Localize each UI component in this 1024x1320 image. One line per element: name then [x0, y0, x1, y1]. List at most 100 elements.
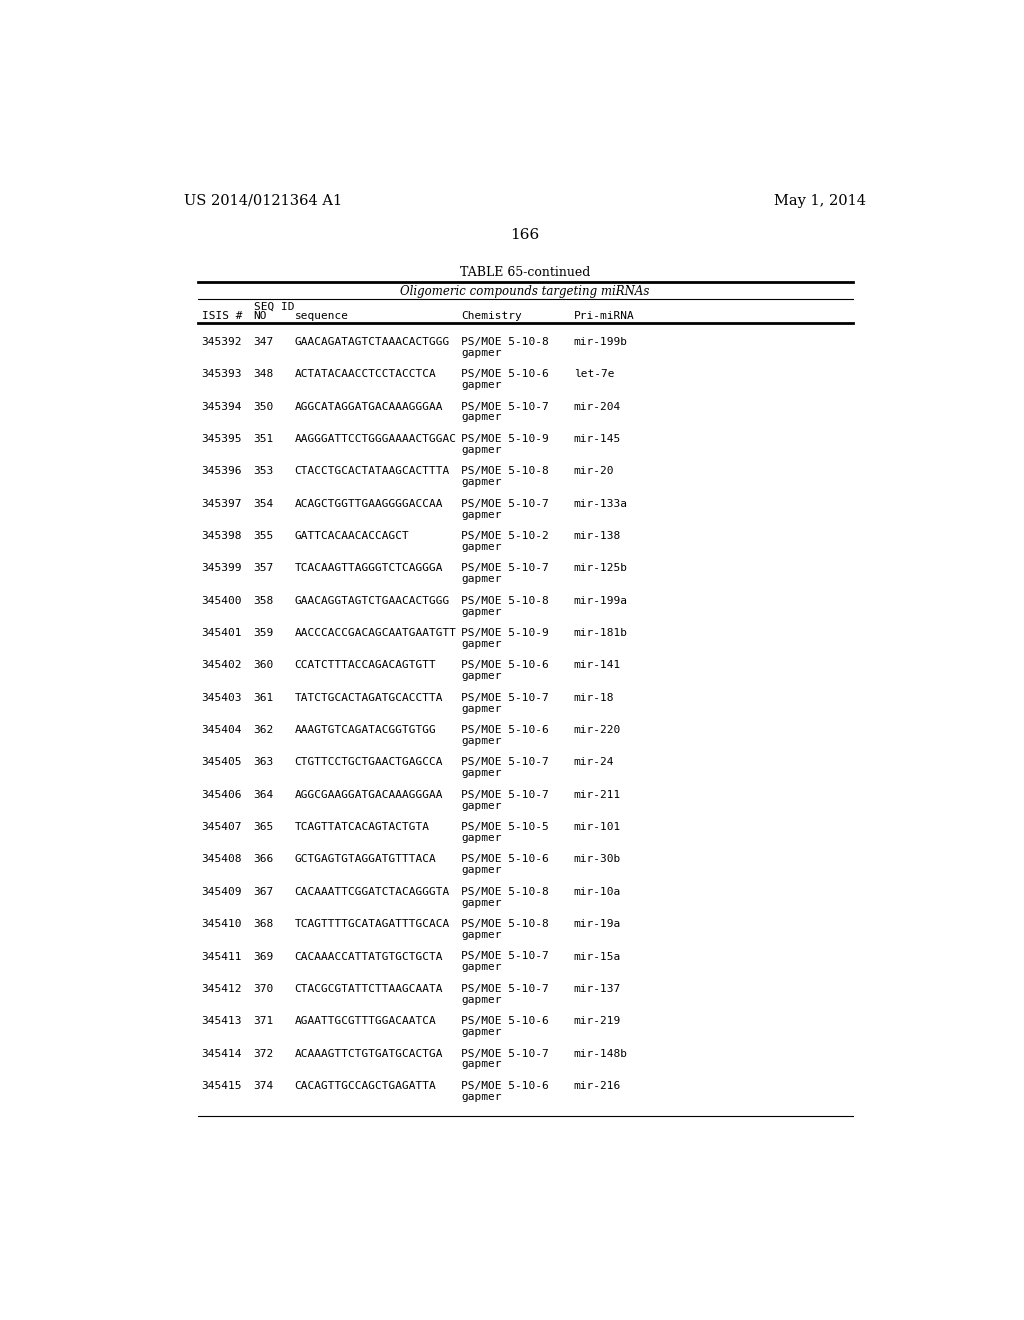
Text: CACAAATTCGGATCTACAGGGTA: CACAAATTCGGATCTACAGGGTA — [295, 887, 450, 896]
Text: PS/MOE 5-10-7: PS/MOE 5-10-7 — [461, 758, 549, 767]
Text: gapmer: gapmer — [461, 1027, 502, 1038]
Text: NO: NO — [254, 312, 267, 321]
Text: AAAGTGTCAGATACGGTGTGG: AAAGTGTCAGATACGGTGTGG — [295, 725, 436, 735]
Text: 361: 361 — [254, 693, 273, 702]
Text: gapmer: gapmer — [461, 704, 502, 714]
Text: TABLE 65-continued: TABLE 65-continued — [460, 265, 590, 279]
Text: gapmer: gapmer — [461, 671, 502, 681]
Text: PS/MOE 5-10-8: PS/MOE 5-10-8 — [461, 337, 549, 347]
Text: gapmer: gapmer — [461, 1092, 502, 1102]
Text: 345398: 345398 — [202, 531, 242, 541]
Text: mir-138: mir-138 — [573, 531, 621, 541]
Text: 345408: 345408 — [202, 854, 242, 865]
Text: mir-145: mir-145 — [573, 434, 621, 444]
Text: PS/MOE 5-10-6: PS/MOE 5-10-6 — [461, 370, 549, 379]
Text: PS/MOE 5-10-8: PS/MOE 5-10-8 — [461, 466, 549, 477]
Text: gapmer: gapmer — [461, 833, 502, 843]
Text: AGAATTGCGTTTGGACAATCA: AGAATTGCGTTTGGACAATCA — [295, 1016, 436, 1026]
Text: ACTATACAACCTCCTACCTCA: ACTATACAACCTCCTACCTCA — [295, 370, 436, 379]
Text: 362: 362 — [254, 725, 273, 735]
Text: May 1, 2014: May 1, 2014 — [774, 194, 866, 207]
Text: gapmer: gapmer — [461, 607, 502, 616]
Text: CACAGTTGCCAGCTGAGATTA: CACAGTTGCCAGCTGAGATTA — [295, 1081, 436, 1090]
Text: AGGCGAAGGATGACAAAGGGAA: AGGCGAAGGATGACAAAGGGAA — [295, 789, 443, 800]
Text: gapmer: gapmer — [461, 898, 502, 908]
Text: mir-125b: mir-125b — [573, 564, 628, 573]
Text: mir-204: mir-204 — [573, 401, 621, 412]
Text: sequence: sequence — [295, 312, 348, 321]
Text: gapmer: gapmer — [461, 929, 502, 940]
Text: 345404: 345404 — [202, 725, 242, 735]
Text: 360: 360 — [254, 660, 273, 671]
Text: gapmer: gapmer — [461, 380, 502, 391]
Text: GATTCACAACACCAGCT: GATTCACAACACCAGCT — [295, 531, 410, 541]
Text: gapmer: gapmer — [461, 510, 502, 520]
Text: gapmer: gapmer — [461, 737, 502, 746]
Text: CTACGCGTATTCTTAAGCAATA: CTACGCGTATTCTTAAGCAATA — [295, 983, 443, 994]
Text: 372: 372 — [254, 1048, 273, 1059]
Text: TCAGTTATCACAGTACTGTA: TCAGTTATCACAGTACTGTA — [295, 822, 430, 832]
Text: PS/MOE 5-10-6: PS/MOE 5-10-6 — [461, 1081, 549, 1090]
Text: PS/MOE 5-10-7: PS/MOE 5-10-7 — [461, 1048, 549, 1059]
Text: 351: 351 — [254, 434, 273, 444]
Text: PS/MOE 5-10-6: PS/MOE 5-10-6 — [461, 660, 549, 671]
Text: mir-141: mir-141 — [573, 660, 621, 671]
Text: gapmer: gapmer — [461, 639, 502, 649]
Text: mir-199b: mir-199b — [573, 337, 628, 347]
Text: CTACCTGCACTATAAGCACTTTA: CTACCTGCACTATAAGCACTTTA — [295, 466, 450, 477]
Text: CACAAACCATTATGTGCTGCTA: CACAAACCATTATGTGCTGCTA — [295, 952, 443, 961]
Text: PS/MOE 5-10-2: PS/MOE 5-10-2 — [461, 531, 549, 541]
Text: PS/MOE 5-10-7: PS/MOE 5-10-7 — [461, 789, 549, 800]
Text: let-7e: let-7e — [573, 370, 614, 379]
Text: gapmer: gapmer — [461, 478, 502, 487]
Text: mir-181b: mir-181b — [573, 628, 628, 638]
Text: AACCCACCGACAGCAATGAATGTT: AACCCACCGACAGCAATGAATGTT — [295, 628, 457, 638]
Text: mir-211: mir-211 — [573, 789, 621, 800]
Text: 367: 367 — [254, 887, 273, 896]
Text: 345414: 345414 — [202, 1048, 242, 1059]
Text: Chemistry: Chemistry — [461, 312, 522, 321]
Text: mir-220: mir-220 — [573, 725, 621, 735]
Text: gapmer: gapmer — [461, 866, 502, 875]
Text: 345410: 345410 — [202, 919, 242, 929]
Text: ACAAAGTTCTGTGATGCACTGA: ACAAAGTTCTGTGATGCACTGA — [295, 1048, 443, 1059]
Text: 166: 166 — [510, 228, 540, 243]
Text: 368: 368 — [254, 919, 273, 929]
Text: PS/MOE 5-10-8: PS/MOE 5-10-8 — [461, 595, 549, 606]
Text: 345412: 345412 — [202, 983, 242, 994]
Text: GAACAGATAGTCTAAACACTGGG: GAACAGATAGTCTAAACACTGGG — [295, 337, 450, 347]
Text: gapmer: gapmer — [461, 1059, 502, 1069]
Text: 345392: 345392 — [202, 337, 242, 347]
Text: 345406: 345406 — [202, 789, 242, 800]
Text: PS/MOE 5-10-6: PS/MOE 5-10-6 — [461, 725, 549, 735]
Text: 345400: 345400 — [202, 595, 242, 606]
Text: gapmer: gapmer — [461, 800, 502, 810]
Text: 345402: 345402 — [202, 660, 242, 671]
Text: 350: 350 — [254, 401, 273, 412]
Text: 353: 353 — [254, 466, 273, 477]
Text: 366: 366 — [254, 854, 273, 865]
Text: PS/MOE 5-10-7: PS/MOE 5-10-7 — [461, 564, 549, 573]
Text: Oligomeric compounds targeting miRNAs: Oligomeric compounds targeting miRNAs — [400, 285, 649, 298]
Text: PS/MOE 5-10-8: PS/MOE 5-10-8 — [461, 887, 549, 896]
Text: 365: 365 — [254, 822, 273, 832]
Text: mir-10a: mir-10a — [573, 887, 621, 896]
Text: 345393: 345393 — [202, 370, 242, 379]
Text: gapmer: gapmer — [461, 543, 502, 552]
Text: 345403: 345403 — [202, 693, 242, 702]
Text: 358: 358 — [254, 595, 273, 606]
Text: PS/MOE 5-10-7: PS/MOE 5-10-7 — [461, 499, 549, 508]
Text: 354: 354 — [254, 499, 273, 508]
Text: mir-24: mir-24 — [573, 758, 614, 767]
Text: 371: 371 — [254, 1016, 273, 1026]
Text: PS/MOE 5-10-7: PS/MOE 5-10-7 — [461, 983, 549, 994]
Text: gapmer: gapmer — [461, 574, 502, 585]
Text: PS/MOE 5-10-8: PS/MOE 5-10-8 — [461, 919, 549, 929]
Text: PS/MOE 5-10-7: PS/MOE 5-10-7 — [461, 952, 549, 961]
Text: 345415: 345415 — [202, 1081, 242, 1090]
Text: gapmer: gapmer — [461, 768, 502, 779]
Text: gapmer: gapmer — [461, 445, 502, 455]
Text: GCTGAGTGTAGGATGTTTACA: GCTGAGTGTAGGATGTTTACA — [295, 854, 436, 865]
Text: ISIS #: ISIS # — [202, 312, 242, 321]
Text: gapmer: gapmer — [461, 412, 502, 422]
